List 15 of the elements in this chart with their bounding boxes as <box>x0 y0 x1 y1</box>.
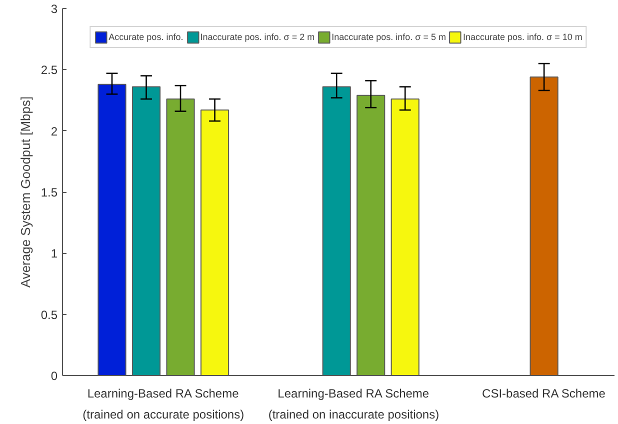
y-axis-title: Average System Goodput [Mbps] <box>18 96 33 288</box>
x-tick-label: Learning-Based RA Scheme (trained on inaccurate positions) <box>268 386 440 422</box>
y-tick-label: 2 <box>50 124 58 138</box>
legend-label: Inaccurate pos. info. σ = 2 m <box>200 32 315 42</box>
x-tick-label: CSI-based RA Scheme <box>482 386 606 400</box>
y-tick-label: 2.5 <box>40 63 58 78</box>
x-tick-label: Learning-Based RA Scheme (trained on accurate positions) <box>82 386 244 422</box>
legend-label: Inaccurate pos. info. σ = 5 m <box>332 32 446 42</box>
y-tick-label: 3 <box>50 2 58 16</box>
y-tick-label: 0 <box>50 369 58 383</box>
y-tick-label: 1.5 <box>40 186 58 200</box>
legend-label: Inaccurate pos. info. σ = 10 m <box>462 32 582 42</box>
y-tick-label: 1 <box>50 246 58 261</box>
legend-label: Accurate pos. info. <box>108 32 184 42</box>
y-tick-label: 0.5 <box>40 308 58 322</box>
